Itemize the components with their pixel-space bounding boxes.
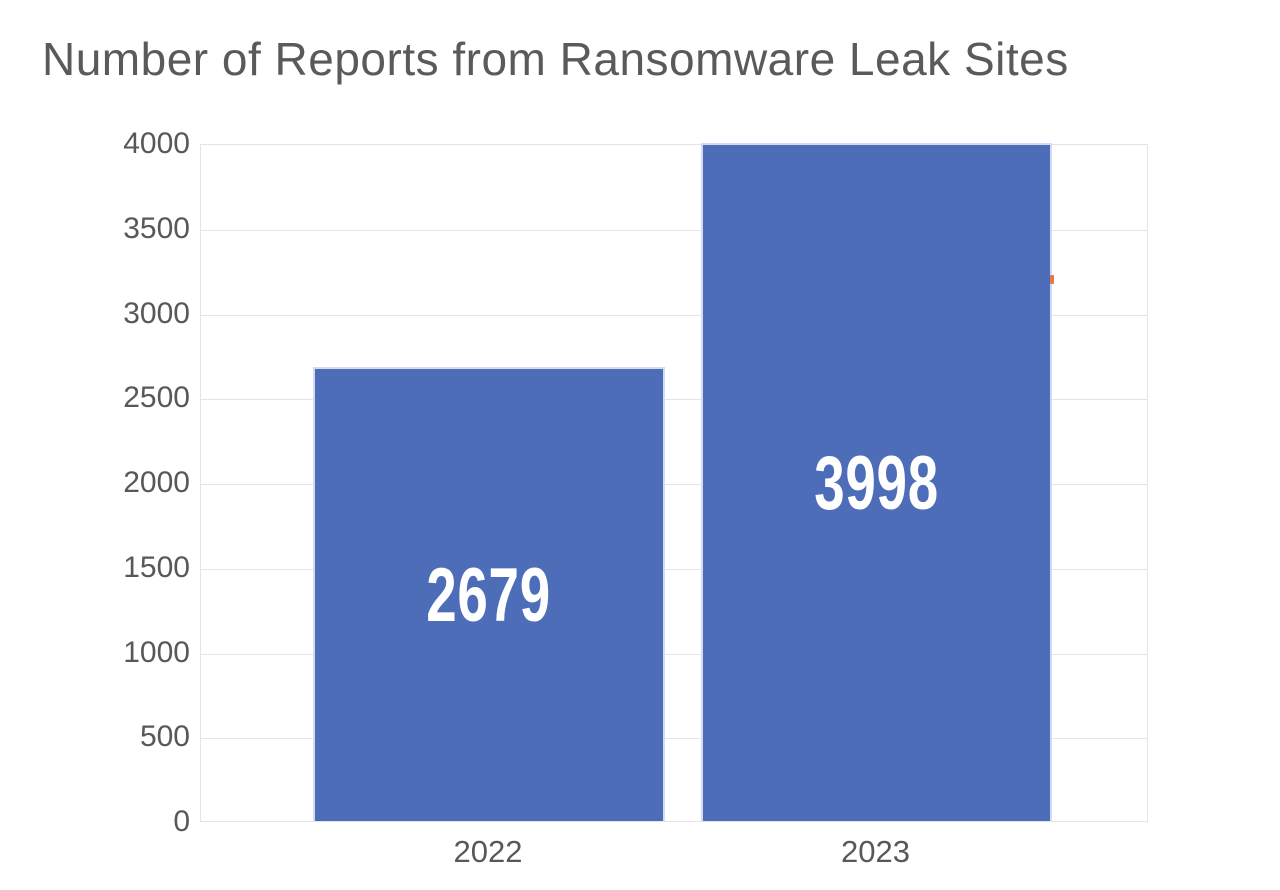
y-tick-label-2000: 2000 [123, 466, 190, 499]
stray-orange-artifact [1050, 275, 1054, 284]
y-tick-label-500: 500 [139, 720, 190, 754]
gridline-1500 [201, 569, 1147, 570]
y-tick-label-1500: 1500 [123, 550, 190, 584]
bar-2022: 2679 [313, 367, 665, 821]
gridline-3000 [201, 315, 1147, 316]
plot-area: 2679 3998 [200, 143, 1148, 822]
gridline-2000 [201, 484, 1147, 485]
y-axis-labels: 0 500 1000 1500 2000 2500 3000 3500 4000 [0, 0, 190, 890]
x-tick-label-2022: 2022 [453, 834, 523, 869]
y-tick-label-3000: 3000 [123, 296, 190, 330]
y-tick-label-1000: 1000 [123, 635, 190, 669]
gridline-1000 [201, 654, 1147, 655]
y-tick-label-2500: 2500 [123, 381, 190, 415]
gridline-3500 [201, 230, 1147, 231]
y-tick-label-3500: 3500 [123, 211, 190, 245]
bar-2023: 3998 [701, 143, 1052, 821]
y-tick-label-4000: 4000 [123, 127, 190, 160]
gridline-500 [201, 738, 1147, 739]
gridline-2500 [201, 399, 1147, 400]
bar-value-label-2023: 3998 [814, 440, 939, 526]
bar-value-label-2022: 2679 [426, 552, 552, 638]
x-tick-label-2023: 2023 [841, 834, 910, 869]
chart-title: Number of Reports from Ransomware Leak S… [42, 33, 1069, 85]
y-tick-label-0: 0 [173, 805, 190, 838]
